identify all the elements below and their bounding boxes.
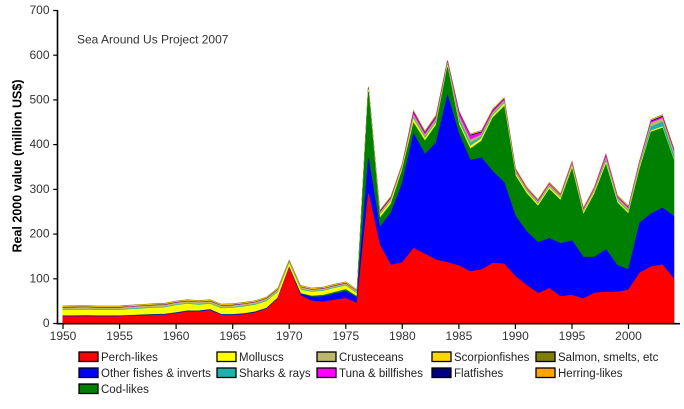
svg-text:0: 0 [43,316,50,330]
svg-text:2000: 2000 [615,329,642,343]
svg-text:1965: 1965 [219,329,246,343]
svg-text:Molluscs: Molluscs [239,352,284,364]
svg-text:Crusteceans: Crusteceans [339,352,404,364]
svg-text:1975: 1975 [332,329,359,343]
svg-text:Cod-likes: Cod-likes [101,384,149,396]
svg-text:1960: 1960 [163,329,190,343]
svg-text:700: 700 [29,3,49,17]
svg-text:1970: 1970 [276,329,303,343]
svg-text:Tuna & billfishes: Tuna & billfishes [339,368,423,380]
svg-text:100: 100 [29,271,49,285]
svg-text:1955: 1955 [106,329,133,343]
svg-text:1985: 1985 [446,329,473,343]
svg-text:200: 200 [29,227,49,241]
svg-text:Real 2000 value (million US$): Real 2000 value (million US$) [11,80,25,253]
svg-text:400: 400 [29,137,49,151]
svg-text:Salmon, smelts, etc: Salmon, smelts, etc [558,352,659,364]
svg-text:300: 300 [29,182,49,196]
svg-text:500: 500 [29,93,49,107]
svg-text:1980: 1980 [389,329,416,343]
svg-text:1990: 1990 [502,329,529,343]
svg-text:Perch-likes: Perch-likes [101,352,158,364]
svg-text:Flatfishes: Flatfishes [454,368,503,380]
svg-text:Scorpionfishes: Scorpionfishes [454,352,530,364]
svg-text:1995: 1995 [559,329,586,343]
svg-text:1950: 1950 [50,329,77,343]
svg-text:Sea Around Us Project 2007: Sea Around Us Project 2007 [77,33,229,47]
svg-text:600: 600 [29,48,49,62]
svg-text:Other fishes & inverts: Other fishes & inverts [101,368,211,380]
svg-text:Sharks & rays: Sharks & rays [239,368,311,380]
svg-text:Herring-likes: Herring-likes [558,368,623,380]
